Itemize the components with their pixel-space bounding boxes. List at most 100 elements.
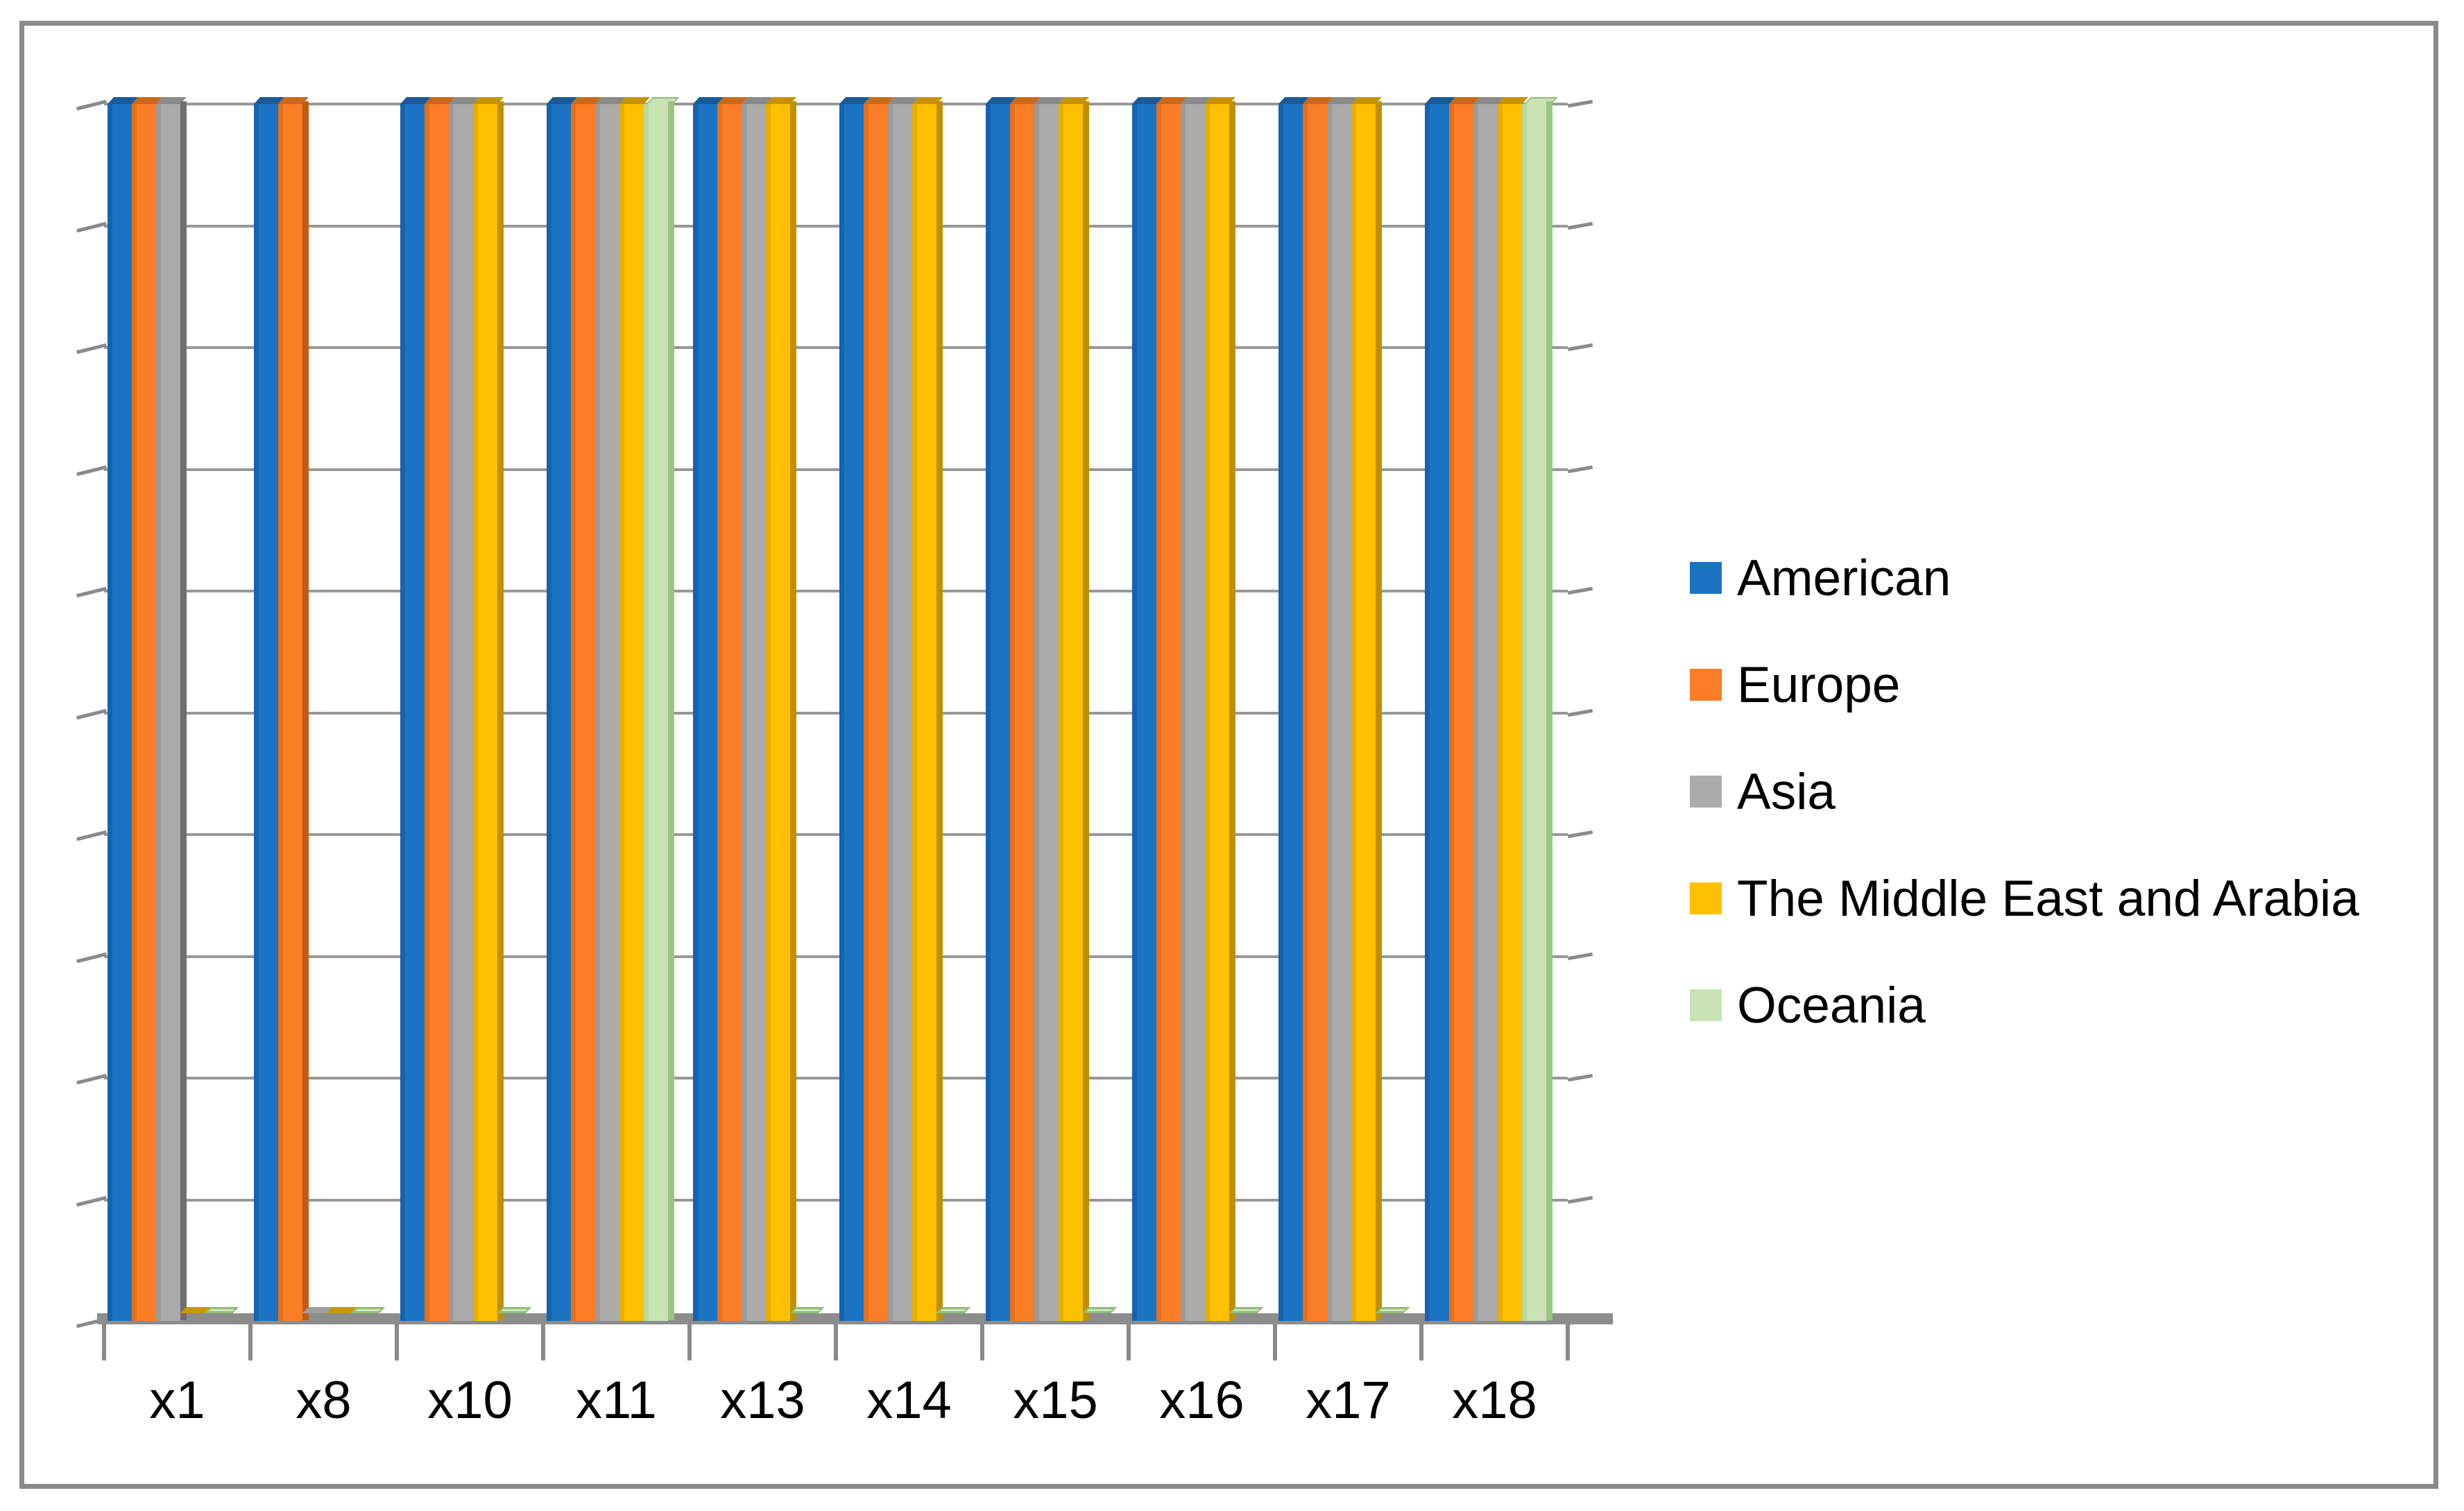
bar-zero-stub-oceania-x17 xyxy=(1375,1307,1410,1313)
bar-the-middle-east-and-arabia-x13 xyxy=(766,104,790,1321)
bar-the-middle-east-and-arabia-x11 xyxy=(619,104,644,1321)
gridline xyxy=(104,711,1568,715)
bar-american-x17 xyxy=(1278,104,1303,1321)
bar-asia-x10 xyxy=(449,104,473,1321)
legend-label: Asia xyxy=(1737,763,1836,820)
bar-asia-x1 xyxy=(156,104,180,1321)
x-axis-label: x18 xyxy=(1452,1371,1537,1430)
bar-american-x11 xyxy=(547,104,571,1321)
bar-zero-stub-oceania-x16 xyxy=(1229,1307,1264,1313)
bar-asia-x15 xyxy=(1034,104,1059,1321)
bar-side-asia-x1 xyxy=(180,101,187,1320)
bar-europe-x14 xyxy=(864,104,888,1321)
legend-swatch xyxy=(1690,882,1722,914)
y-axis-tick-right xyxy=(1567,708,1593,717)
legend-label: The Middle East and Arabia xyxy=(1737,870,2359,927)
bar-side-the-middle-east-and-arabia-x16 xyxy=(1229,101,1235,1320)
bar-side-europe-x8 xyxy=(302,101,309,1320)
x-axis-tick xyxy=(834,1324,838,1360)
legend-label: Europe xyxy=(1737,656,1901,713)
y-axis-tick-right xyxy=(1567,99,1593,108)
y-axis-tick-right xyxy=(1567,830,1593,839)
bar-side-the-middle-east-and-arabia-x15 xyxy=(1083,101,1089,1320)
bar-europe-x8 xyxy=(278,104,302,1321)
bar-american-x16 xyxy=(1132,104,1156,1321)
bar-europe-x13 xyxy=(717,104,742,1321)
bar-asia-x18 xyxy=(1473,104,1498,1321)
bar-side-oceania-x11 xyxy=(668,101,674,1320)
bar-asia-x13 xyxy=(742,104,766,1321)
bar-american-x1 xyxy=(108,104,132,1321)
bar-oceania-x11 xyxy=(644,104,668,1321)
bar-the-middle-east-and-arabia-x14 xyxy=(912,104,936,1321)
y-axis-tick-left xyxy=(76,465,107,476)
x-axis-tick xyxy=(541,1324,545,1360)
legend-item-the-middle-east-and-arabia: The Middle East and Arabia xyxy=(1690,867,2359,930)
bar-zero-stub-oceania-x14 xyxy=(936,1307,971,1313)
bar-the-middle-east-and-arabia-x18 xyxy=(1498,104,1522,1321)
bar-asia-x11 xyxy=(595,104,619,1321)
x-axis-label: x8 xyxy=(296,1371,352,1430)
bar-europe-x10 xyxy=(425,104,449,1321)
legend-item-oceania: Oceania xyxy=(1690,973,1926,1037)
x-axis-tick xyxy=(1127,1324,1131,1360)
y-axis-tick-left xyxy=(76,1073,107,1085)
bar-zero-stub-oceania-x15 xyxy=(1082,1307,1118,1313)
bar-the-middle-east-and-arabia-x10 xyxy=(473,104,497,1321)
x-axis-label: x14 xyxy=(866,1371,952,1430)
bar-asia-x17 xyxy=(1327,104,1351,1321)
y-axis-tick-left xyxy=(76,221,107,232)
y-axis-tick-left xyxy=(76,952,107,963)
legend-item-asia: Asia xyxy=(1690,760,1836,823)
legend-swatch xyxy=(1690,669,1722,701)
bar-american-x13 xyxy=(693,104,717,1321)
y-axis-tick-right xyxy=(1567,1195,1593,1204)
gridline xyxy=(104,224,1568,228)
gridline xyxy=(104,346,1568,349)
legend-swatch xyxy=(1690,776,1722,808)
bar-zero-stub-oceania-x13 xyxy=(789,1307,825,1313)
y-axis-tick-right xyxy=(1567,465,1593,473)
y-axis-tick-right xyxy=(1567,952,1593,960)
bar-side-oceania-x18 xyxy=(1546,101,1552,1320)
y-axis-tick-left xyxy=(76,586,107,598)
bar-europe-x17 xyxy=(1303,104,1327,1321)
legend-item-american: American xyxy=(1690,546,1951,610)
bar-side-the-middle-east-and-arabia-x13 xyxy=(790,101,796,1320)
y-axis-tick-right xyxy=(1567,1073,1593,1082)
x-axis-tick xyxy=(1273,1324,1277,1360)
y-axis-tick-left xyxy=(76,830,107,842)
legend-swatch xyxy=(1690,989,1722,1021)
y-axis-tick-right xyxy=(1567,586,1593,595)
x-axis-label: x1 xyxy=(149,1371,205,1430)
x-axis-tick xyxy=(687,1324,692,1360)
bar-side-the-middle-east-and-arabia-x14 xyxy=(936,101,943,1320)
x-axis-label: x10 xyxy=(427,1371,513,1430)
x-axis-tick xyxy=(1566,1324,1570,1360)
gridline xyxy=(104,833,1568,836)
x-axis-tick xyxy=(102,1324,106,1360)
y-axis-tick-left xyxy=(76,1195,107,1206)
bar-the-middle-east-and-arabia-x16 xyxy=(1205,104,1229,1321)
x-axis-tick xyxy=(248,1324,253,1360)
gridline xyxy=(104,1077,1568,1079)
y-axis-tick-right xyxy=(1567,343,1593,352)
bar-oceania-x18 xyxy=(1522,104,1546,1321)
bar-europe-x11 xyxy=(571,104,595,1321)
x-axis-label: x15 xyxy=(1013,1371,1098,1430)
gridline xyxy=(104,103,1568,105)
bar-side-the-middle-east-and-arabia-x10 xyxy=(497,101,504,1320)
bar-europe-x16 xyxy=(1156,104,1181,1321)
y-axis-tick-left xyxy=(76,343,107,355)
x-axis-tick xyxy=(1419,1324,1423,1360)
y-axis-tick-left xyxy=(76,708,107,719)
bar-asia-x14 xyxy=(888,104,912,1321)
bar-american-x8 xyxy=(254,104,278,1321)
bar-american-x15 xyxy=(986,104,1010,1321)
bar-europe-x1 xyxy=(132,104,156,1321)
gridline xyxy=(104,590,1568,592)
gridline xyxy=(104,1198,1568,1202)
legend-swatch xyxy=(1690,562,1722,594)
